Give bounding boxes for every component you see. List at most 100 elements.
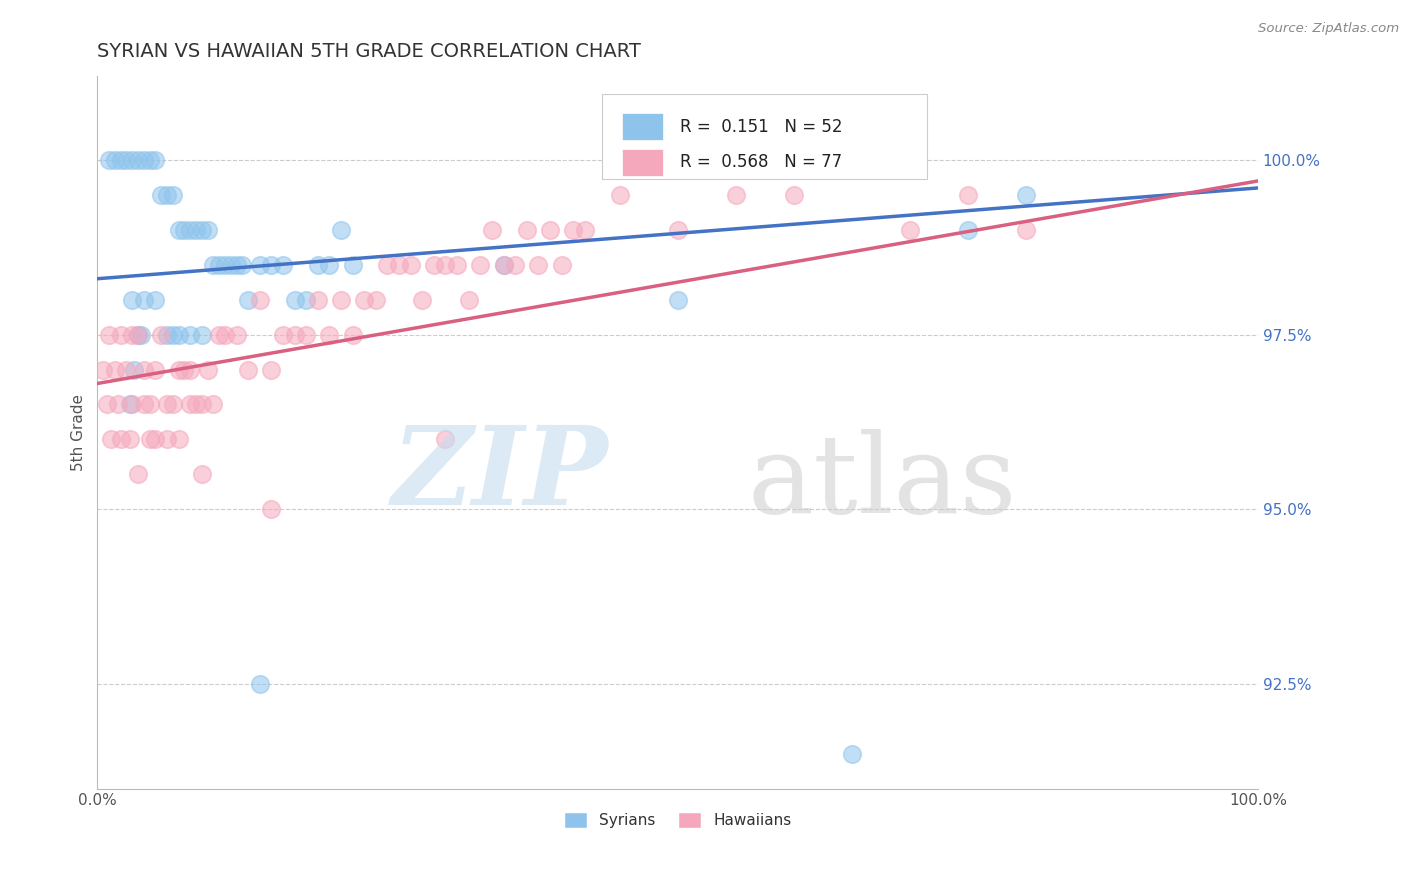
- Point: [470, 258, 492, 272]
- Point: [184, 397, 207, 411]
- Point: [330, 293, 353, 307]
- Point: [167, 223, 190, 237]
- Point: [562, 223, 585, 237]
- Point: [330, 223, 353, 237]
- Point: [110, 153, 132, 167]
- Point: [260, 502, 283, 516]
- Point: [197, 362, 219, 376]
- Point: [110, 327, 132, 342]
- Point: [132, 153, 155, 167]
- Point: [202, 258, 225, 272]
- Text: Source: ZipAtlas.com: Source: ZipAtlas.com: [1258, 22, 1399, 36]
- Point: [145, 433, 167, 447]
- Point: [184, 223, 207, 237]
- Point: [127, 467, 149, 482]
- Point: [91, 362, 114, 376]
- Point: [238, 293, 260, 307]
- Point: [208, 258, 231, 272]
- Point: [104, 153, 127, 167]
- Point: [841, 747, 863, 761]
- Point: [173, 362, 195, 376]
- Point: [121, 397, 143, 411]
- Point: [284, 293, 307, 307]
- Point: [225, 327, 247, 342]
- FancyBboxPatch shape: [621, 113, 662, 141]
- Point: [481, 223, 503, 237]
- Point: [574, 223, 596, 237]
- Point: [121, 293, 143, 307]
- Point: [131, 327, 153, 342]
- Point: [173, 223, 195, 237]
- Point: [307, 293, 329, 307]
- Point: [295, 327, 318, 342]
- Point: [202, 397, 225, 411]
- Point: [898, 223, 921, 237]
- Point: [225, 258, 247, 272]
- Point: [492, 258, 515, 272]
- Point: [96, 397, 118, 411]
- Point: [1015, 223, 1038, 237]
- Point: [249, 258, 271, 272]
- Point: [115, 362, 138, 376]
- Point: [307, 258, 329, 272]
- Point: [295, 293, 318, 307]
- Point: [191, 223, 214, 237]
- Point: [364, 293, 387, 307]
- Point: [956, 223, 979, 237]
- Point: [121, 327, 143, 342]
- Point: [516, 223, 538, 237]
- Point: [115, 153, 138, 167]
- Point: [377, 258, 399, 272]
- Point: [156, 397, 179, 411]
- Point: [167, 433, 190, 447]
- Point: [156, 188, 179, 202]
- Point: [127, 327, 149, 342]
- Point: [249, 293, 271, 307]
- Point: [271, 258, 294, 272]
- Point: [124, 362, 146, 376]
- Point: [388, 258, 411, 272]
- Point: [238, 362, 260, 376]
- Point: [150, 188, 173, 202]
- Point: [457, 293, 479, 307]
- Point: [249, 677, 271, 691]
- Point: [127, 327, 149, 342]
- Point: [260, 258, 283, 272]
- Point: [550, 258, 572, 272]
- Point: [411, 293, 433, 307]
- Point: [118, 397, 141, 411]
- Point: [666, 293, 689, 307]
- Point: [609, 188, 631, 202]
- FancyBboxPatch shape: [621, 149, 662, 176]
- Point: [956, 188, 979, 202]
- Point: [179, 327, 201, 342]
- Point: [191, 397, 214, 411]
- Point: [724, 188, 747, 202]
- Point: [214, 327, 236, 342]
- Point: [97, 327, 120, 342]
- Point: [271, 327, 294, 342]
- Point: [162, 188, 184, 202]
- Point: [817, 153, 839, 167]
- Point: [342, 258, 364, 272]
- Point: [138, 153, 160, 167]
- Point: [399, 258, 422, 272]
- Point: [191, 467, 214, 482]
- Point: [167, 327, 190, 342]
- Point: [503, 258, 526, 272]
- Point: [167, 362, 190, 376]
- Point: [145, 153, 167, 167]
- Point: [538, 223, 561, 237]
- Point: [197, 223, 219, 237]
- Point: [156, 433, 179, 447]
- Point: [100, 433, 122, 447]
- Point: [110, 433, 132, 447]
- Point: [666, 223, 689, 237]
- Point: [342, 327, 364, 342]
- Point: [260, 362, 283, 376]
- Point: [162, 327, 184, 342]
- Point: [179, 397, 201, 411]
- Point: [318, 258, 340, 272]
- Point: [97, 153, 120, 167]
- Point: [138, 397, 160, 411]
